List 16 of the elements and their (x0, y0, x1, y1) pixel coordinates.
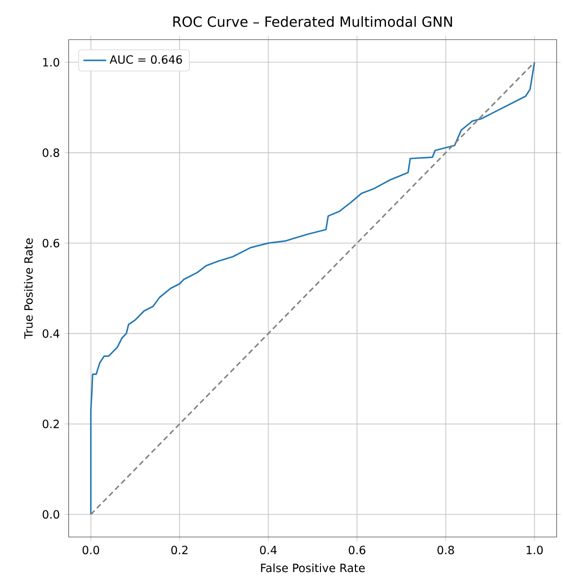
x-tick-label: 0.4 (260, 546, 277, 554)
y-tick-label: 0.8 (42, 148, 60, 157)
y-tick-label: 0.6 (42, 238, 60, 248)
y-axis-title: True Positive Rate (24, 238, 33, 339)
x-tick-label: 1.0 (526, 546, 543, 554)
y-tick-label: 1.0 (43, 58, 60, 67)
chart-title: ROC Curve – Federated Multimodal GNN (173, 16, 452, 27)
x-axis-title: False Positive Rate (261, 563, 365, 572)
y-tick-label: 0.4 (42, 329, 60, 338)
y-tick-label: 0.0 (42, 510, 60, 519)
x-tick-label: 0.8 (437, 546, 454, 554)
x-tick-label: 0.2 (171, 546, 188, 554)
x-tick-label: 0.0 (82, 546, 100, 554)
y-tick-label: 0.2 (42, 420, 59, 428)
legend-label: AUC = 0.646 (110, 55, 182, 64)
x-tick-label: 0.6 (348, 546, 366, 554)
